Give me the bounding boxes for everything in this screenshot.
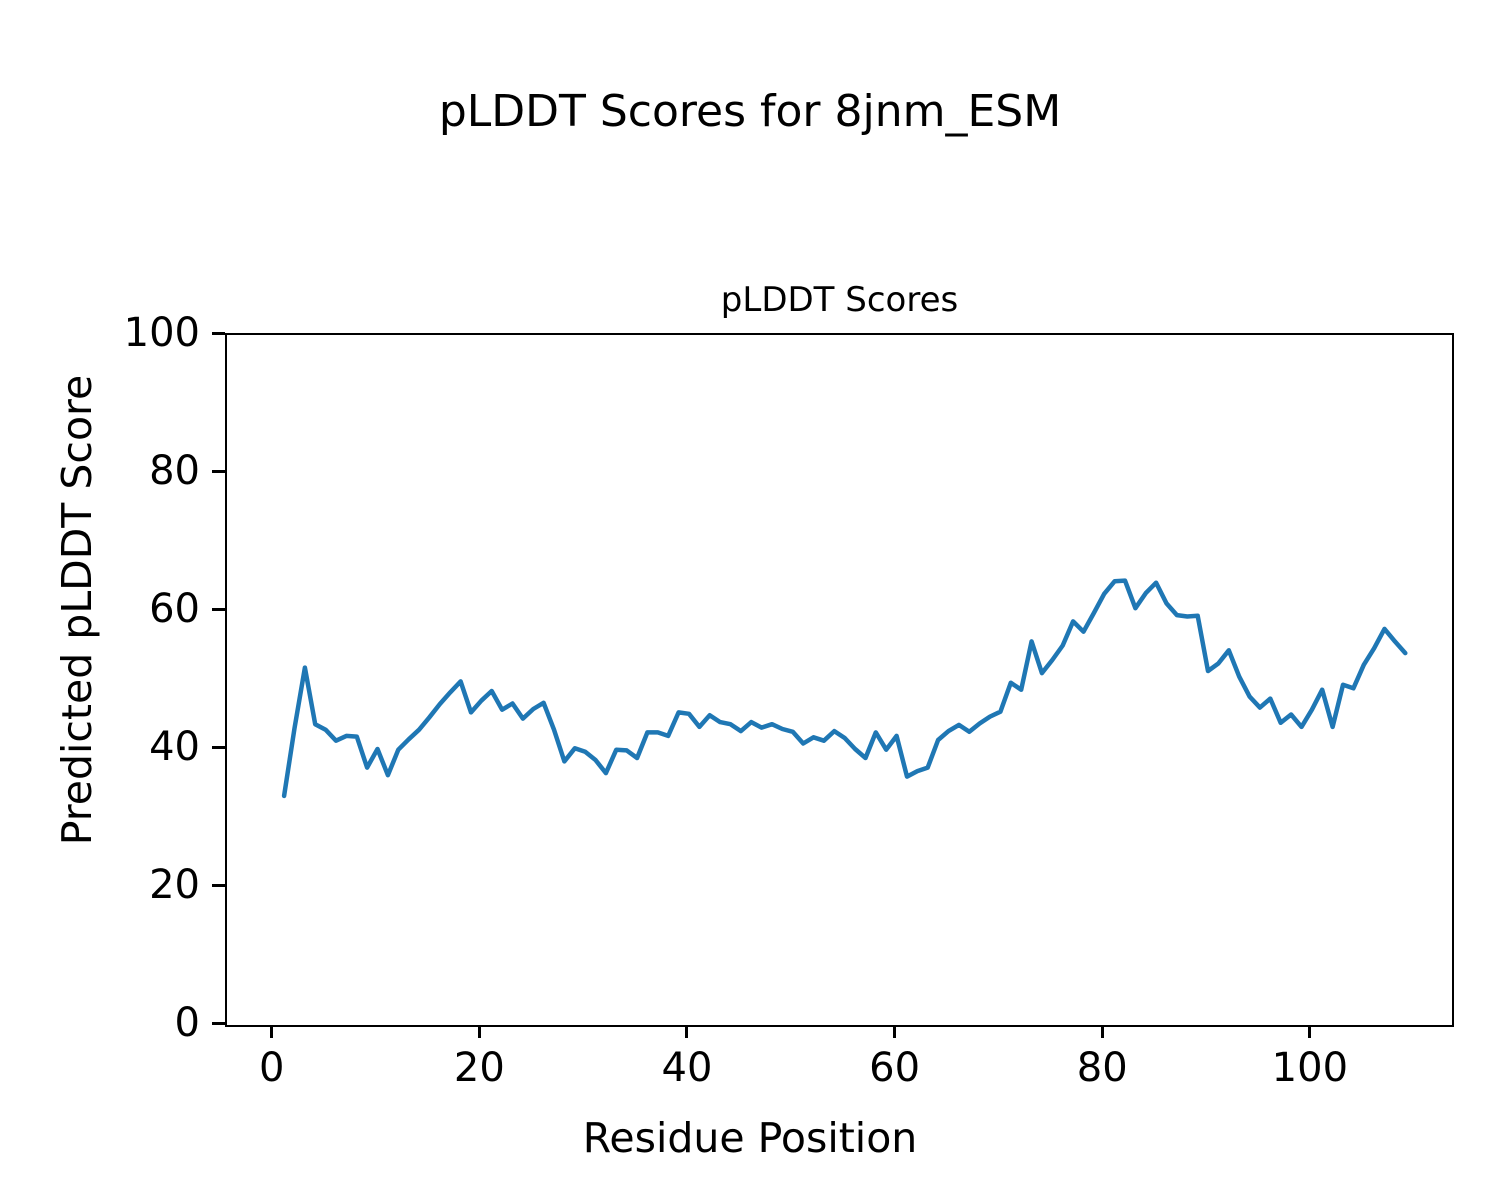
y-tick-label: 100 — [123, 310, 200, 356]
y-tick-label: 60 — [149, 586, 200, 632]
y-tick-mark — [212, 745, 225, 749]
x-tick-label: 40 — [661, 1045, 713, 1091]
x-tick-mark — [477, 1025, 481, 1038]
y-tick-mark — [212, 1021, 225, 1025]
x-tick-label: 60 — [869, 1045, 921, 1091]
y-tick-label: 0 — [174, 1000, 200, 1046]
x-tick-mark — [1100, 1025, 1104, 1038]
y-tick-label: 80 — [149, 448, 200, 494]
plot-area — [225, 333, 1454, 1027]
x-tick-mark — [1308, 1025, 1312, 1038]
axes-title: pLDDT Scores — [720, 280, 959, 320]
plddt-line — [281, 578, 1408, 799]
x-tick-label: 0 — [258, 1045, 285, 1091]
x-tick-label: 20 — [453, 1045, 505, 1091]
x-tick-mark — [270, 1025, 274, 1038]
x-tick-mark — [685, 1025, 689, 1038]
y-tick-label: 40 — [149, 724, 200, 770]
figure-title: pLDDT Scores for 8jnm_ESM — [438, 86, 1062, 137]
y-tick-mark — [212, 469, 225, 473]
x-axis-label: Residue Position — [582, 1114, 918, 1162]
y-tick-label: 20 — [149, 862, 200, 908]
y-tick-mark — [212, 883, 225, 887]
x-tick-mark — [893, 1025, 897, 1038]
plot-canvas — [281, 578, 1408, 799]
x-tick-label: 80 — [1076, 1045, 1128, 1091]
x-tick-label: 100 — [1271, 1045, 1349, 1091]
y-tick-mark — [212, 331, 225, 335]
y-tick-mark — [212, 607, 225, 611]
